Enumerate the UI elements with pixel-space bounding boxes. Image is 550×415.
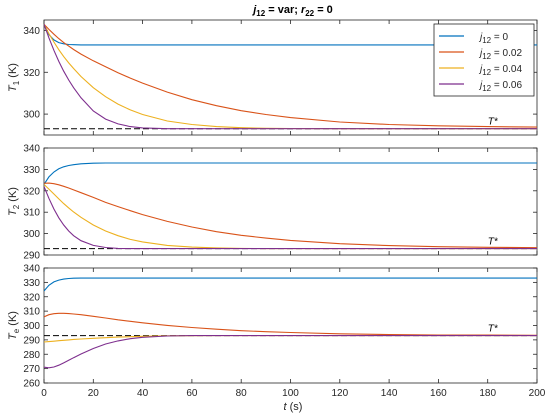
y-label-subscript: 1 — [12, 80, 21, 85]
x-tick-label: 120 — [331, 388, 348, 399]
legend-value: = 0 — [491, 32, 508, 43]
series-line-1 — [44, 277, 537, 292]
series-line-4 — [44, 335, 537, 369]
reference-label: T* — [488, 117, 499, 128]
legend-label: j12 = 0.02 — [478, 48, 522, 61]
data-area — [44, 277, 537, 369]
y-tick-label: 320 — [23, 68, 40, 79]
y-tick-label: 300 — [23, 229, 40, 240]
x-tick-label: 20 — [88, 388, 100, 399]
legend-label: j12 = 0.04 — [478, 64, 522, 77]
y-label-subscript: e — [12, 328, 21, 333]
y-tick-label: 270 — [23, 364, 40, 375]
legend-label: j12 = 0 — [478, 32, 509, 45]
x-tick-label: 40 — [137, 388, 149, 399]
legend-symbol: j — [478, 32, 483, 43]
x-axis-label: t (s) — [284, 401, 303, 413]
legend-value: = 0.06 — [491, 80, 522, 91]
y-tick-label: 260 — [23, 379, 40, 390]
y-tick-label: 290 — [23, 251, 40, 262]
y-tick-label: 320 — [23, 292, 40, 303]
y-label-symbol: T — [7, 332, 19, 340]
x-tick-label: 180 — [479, 388, 496, 399]
x-tick-label: 200 — [529, 388, 546, 399]
legend-subscript: 12 — [482, 36, 491, 45]
x-tick-label: 160 — [430, 388, 447, 399]
legend-symbol: j — [478, 48, 483, 59]
y-label-subscript: 2 — [12, 204, 21, 209]
legend-label: j12 = 0.06 — [478, 80, 522, 93]
y-tick-label: 320 — [23, 186, 40, 197]
y-label-unit: (K) — [7, 187, 19, 205]
axes-box — [43, 267, 538, 384]
y-tick-label: 300 — [23, 110, 40, 121]
series-line-4 — [44, 186, 537, 250]
legend-value: = 0.02 — [491, 48, 522, 59]
y-tick-label: 300 — [23, 321, 40, 332]
data-area — [44, 162, 537, 250]
x-tick-label: 140 — [381, 388, 398, 399]
y-tick-label: 290 — [23, 335, 40, 346]
series-line-1 — [44, 162, 537, 185]
x-tick-label: 0 — [41, 388, 47, 399]
y-axis-label: T2 (K) — [7, 187, 21, 216]
legend-value: = 0.04 — [491, 64, 522, 75]
series-line-3 — [44, 184, 537, 250]
panel-3: 260 270 280 290 300 310 320 330 340 0 20 40 60 80 100 1… — [7, 264, 546, 400]
y-tick-label: 310 — [23, 208, 40, 219]
y-tick-label: 310 — [23, 307, 40, 318]
axes-box — [43, 147, 538, 256]
y-tick-label: 340 — [23, 26, 40, 37]
y-tick-label: 330 — [23, 165, 40, 176]
data-area — [44, 23, 537, 130]
legend-symbol: j — [478, 64, 483, 75]
y-label-unit: (K) — [7, 311, 19, 329]
series-line-4 — [44, 24, 537, 130]
chart-title: j12 = var; r22 = 0 — [251, 4, 333, 18]
legend-subscript: 12 — [482, 84, 491, 93]
y-axis-label: T1 (K) — [7, 63, 21, 92]
y-label-symbol: T — [7, 84, 19, 92]
x-tick-label: 60 — [186, 388, 198, 399]
y-tick-label: 330 — [23, 278, 40, 289]
x-tick-label: 80 — [236, 388, 248, 399]
y-axis-label: Te (K) — [7, 311, 21, 340]
x-tick-label: 100 — [282, 388, 299, 399]
series-line-2 — [44, 312, 537, 336]
reference-label: T* — [488, 324, 499, 335]
reference-label: T* — [488, 237, 499, 248]
panel-2: 290 300 310 320 330 340 T2 (K) T* — [7, 144, 538, 262]
series-line-2 — [44, 182, 537, 249]
y-label-unit: (K) — [7, 63, 19, 81]
legend-subscript: 12 — [482, 68, 491, 77]
legend-subscript: 12 — [482, 52, 491, 61]
y-tick-label: 280 — [23, 350, 40, 361]
y-label-symbol: T — [7, 208, 19, 216]
y-tick-label: 340 — [23, 264, 40, 275]
series-line-2 — [44, 23, 537, 128]
y-tick-label: 340 — [23, 144, 40, 155]
legend-symbol: j — [478, 80, 483, 91]
series-line-1 — [44, 23, 537, 46]
